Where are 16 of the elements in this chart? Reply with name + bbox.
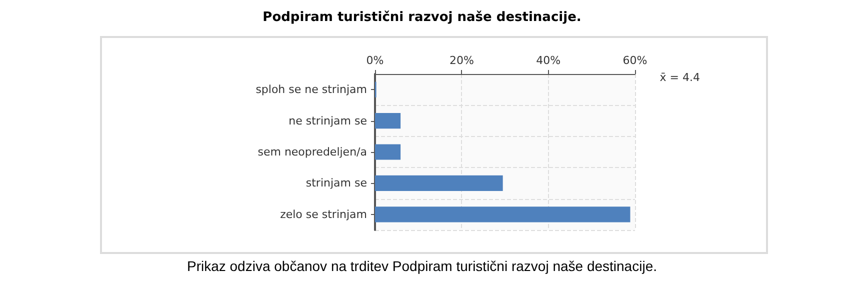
y-tick-label: sem neopredeljen/a bbox=[258, 146, 367, 158]
x-tick-label: 0% bbox=[366, 54, 384, 67]
y-tick-label: ne strinjam se bbox=[288, 114, 368, 128]
bar bbox=[375, 206, 630, 222]
bar bbox=[375, 113, 401, 129]
x-tick-label: 20% bbox=[449, 54, 474, 67]
chart-title: Podpiram turistični razvoj naše destinacije. bbox=[262, 10, 582, 25]
text: Prikaz odziva občanov na trditev Podpiram turistični razvoj naše destinacije. bbox=[186, 258, 658, 274]
y-tick-label: zelo se strinjam bbox=[280, 208, 367, 221]
y-tick-label: strinjam se bbox=[306, 176, 368, 190]
text: x̄ = 4.4 bbox=[660, 71, 700, 84]
bar bbox=[375, 175, 503, 191]
y-tick-label: sploh se ne strinjam bbox=[256, 83, 367, 96]
x-tick-label: 60% bbox=[622, 54, 648, 67]
x-tick-label: 40% bbox=[536, 54, 561, 67]
bar bbox=[375, 144, 401, 160]
